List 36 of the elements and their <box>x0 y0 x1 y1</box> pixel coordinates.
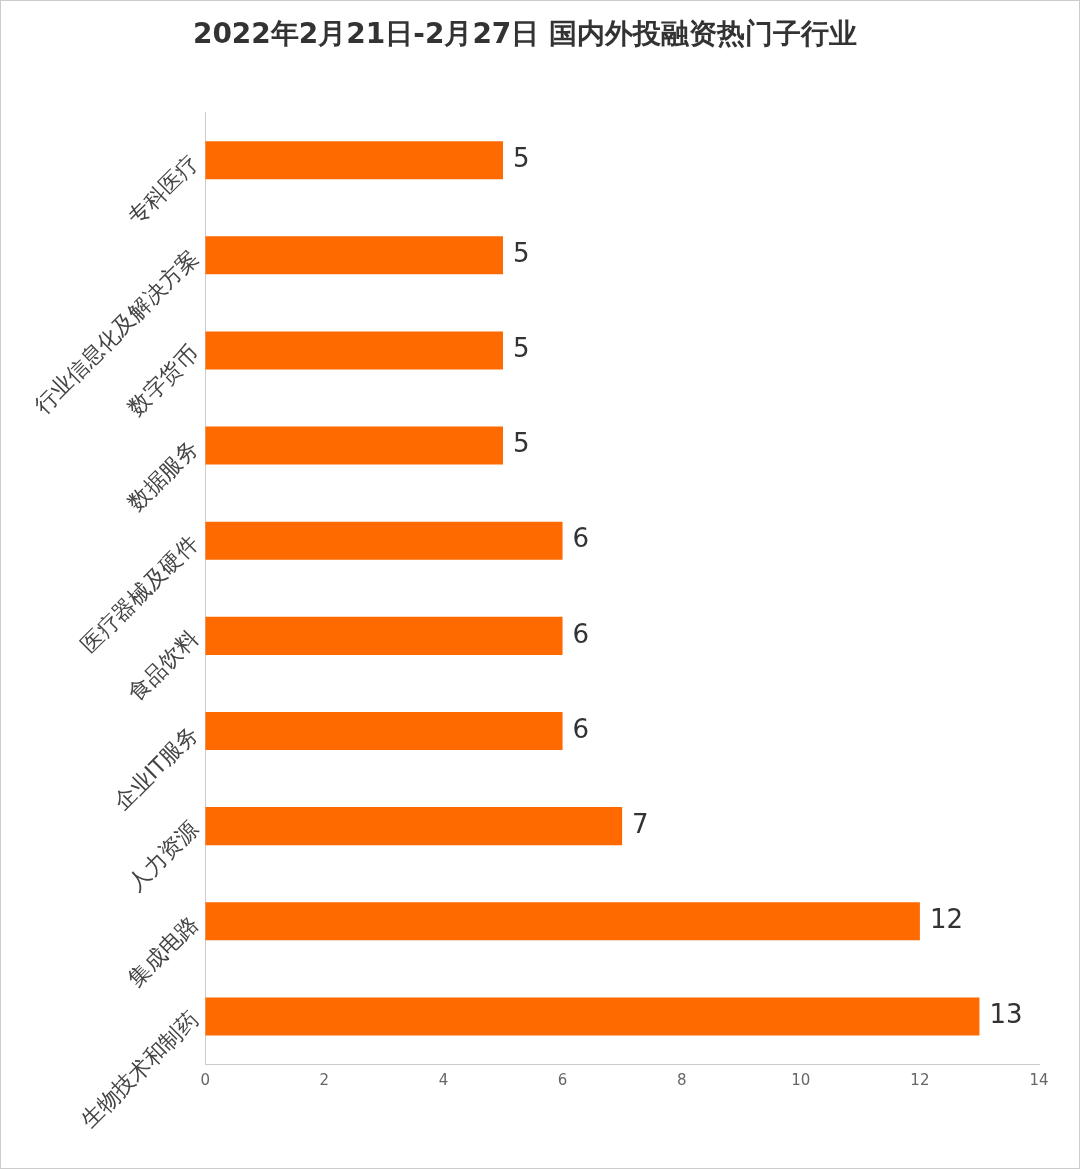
bar <box>205 141 504 180</box>
bar <box>205 807 623 846</box>
data-label: 5 <box>513 333 530 364</box>
y-tick-label: 集成电路 <box>122 911 203 992</box>
data-label: 5 <box>513 428 530 459</box>
y-tick-label: 企业IT服务 <box>108 720 203 815</box>
data-label: 5 <box>513 142 530 173</box>
data-label: 6 <box>572 523 590 554</box>
data-label: 13 <box>989 999 1023 1030</box>
bar <box>205 902 920 941</box>
data-label: 5 <box>513 238 530 269</box>
y-tick-label: 数字货币 <box>122 340 203 421</box>
x-tick-label: 2 <box>319 1070 330 1089</box>
chart-title: 2022年2月21日-2月27日 国内外投融资热门子行业 <box>192 17 858 51</box>
x-tick-label: 8 <box>676 1070 687 1089</box>
y-tick-label: 食品饮料 <box>122 625 203 706</box>
data-label: 7 <box>632 808 649 839</box>
x-tick-label: 14 <box>1029 1070 1049 1089</box>
bar <box>205 426 504 465</box>
y-tick-label: 人力资源 <box>122 816 203 896</box>
y-tick-label: 专科医疗 <box>122 150 203 230</box>
bar <box>205 331 504 370</box>
x-tick-label: 12 <box>910 1070 930 1089</box>
x-tick-label: 6 <box>557 1070 568 1089</box>
x-tick-label: 0 <box>200 1070 210 1089</box>
data-label: 6 <box>572 713 590 744</box>
data-label: 12 <box>929 904 963 935</box>
bar <box>205 521 563 560</box>
bar <box>205 616 563 655</box>
y-tick-label: 数据服务 <box>122 435 203 516</box>
x-tick-label: 4 <box>438 1070 449 1089</box>
bar <box>205 997 980 1036</box>
data-label: 6 <box>572 618 590 649</box>
bar <box>205 236 504 275</box>
bar <box>205 711 563 751</box>
x-tick-label: 10 <box>791 1070 811 1089</box>
